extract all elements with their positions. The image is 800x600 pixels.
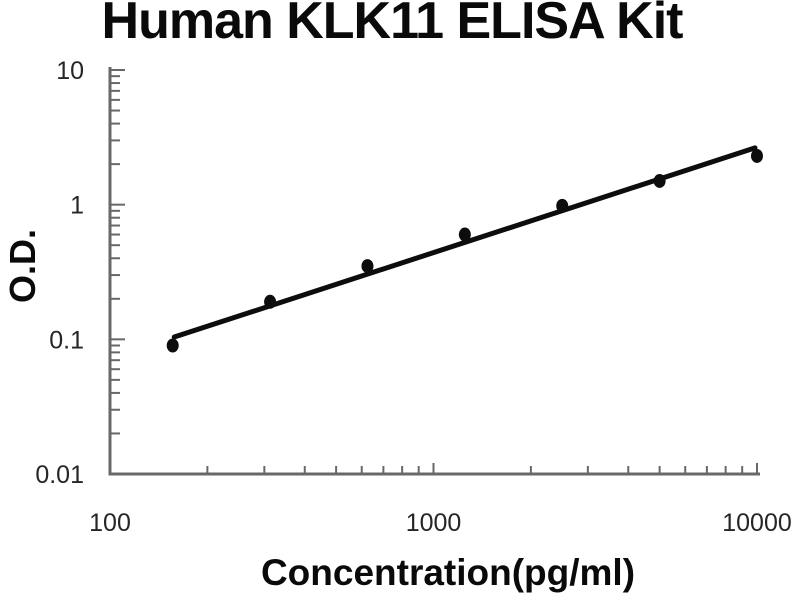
data-point (653, 173, 666, 188)
y-tick-label: 10 (56, 57, 84, 85)
data-point (166, 338, 179, 353)
fit-line (171, 145, 758, 340)
axes (108, 67, 760, 476)
y-tick-label: 1 (70, 192, 84, 220)
data-point (264, 294, 277, 309)
y-tick-label: 0.1 (49, 326, 84, 354)
data-series (166, 145, 763, 353)
axis-ticks (109, 69, 758, 475)
x-axis-title: Concentration(pg/ml) (260, 552, 636, 593)
x-tick-label: 10000 (722, 509, 792, 537)
x-tick-label: 100 (89, 509, 131, 537)
axis-tick-labels: 100 1000 10000 10 1 0.1 0.01 (35, 57, 791, 537)
data-point (458, 227, 471, 242)
data-point (556, 198, 569, 213)
data-point (361, 259, 374, 274)
chart-title: Human KLK11 ELISA Kit (101, 0, 684, 50)
y-tick-label: 0.01 (35, 461, 84, 489)
x-tick-label: 1000 (406, 509, 462, 537)
data-point (751, 148, 763, 163)
